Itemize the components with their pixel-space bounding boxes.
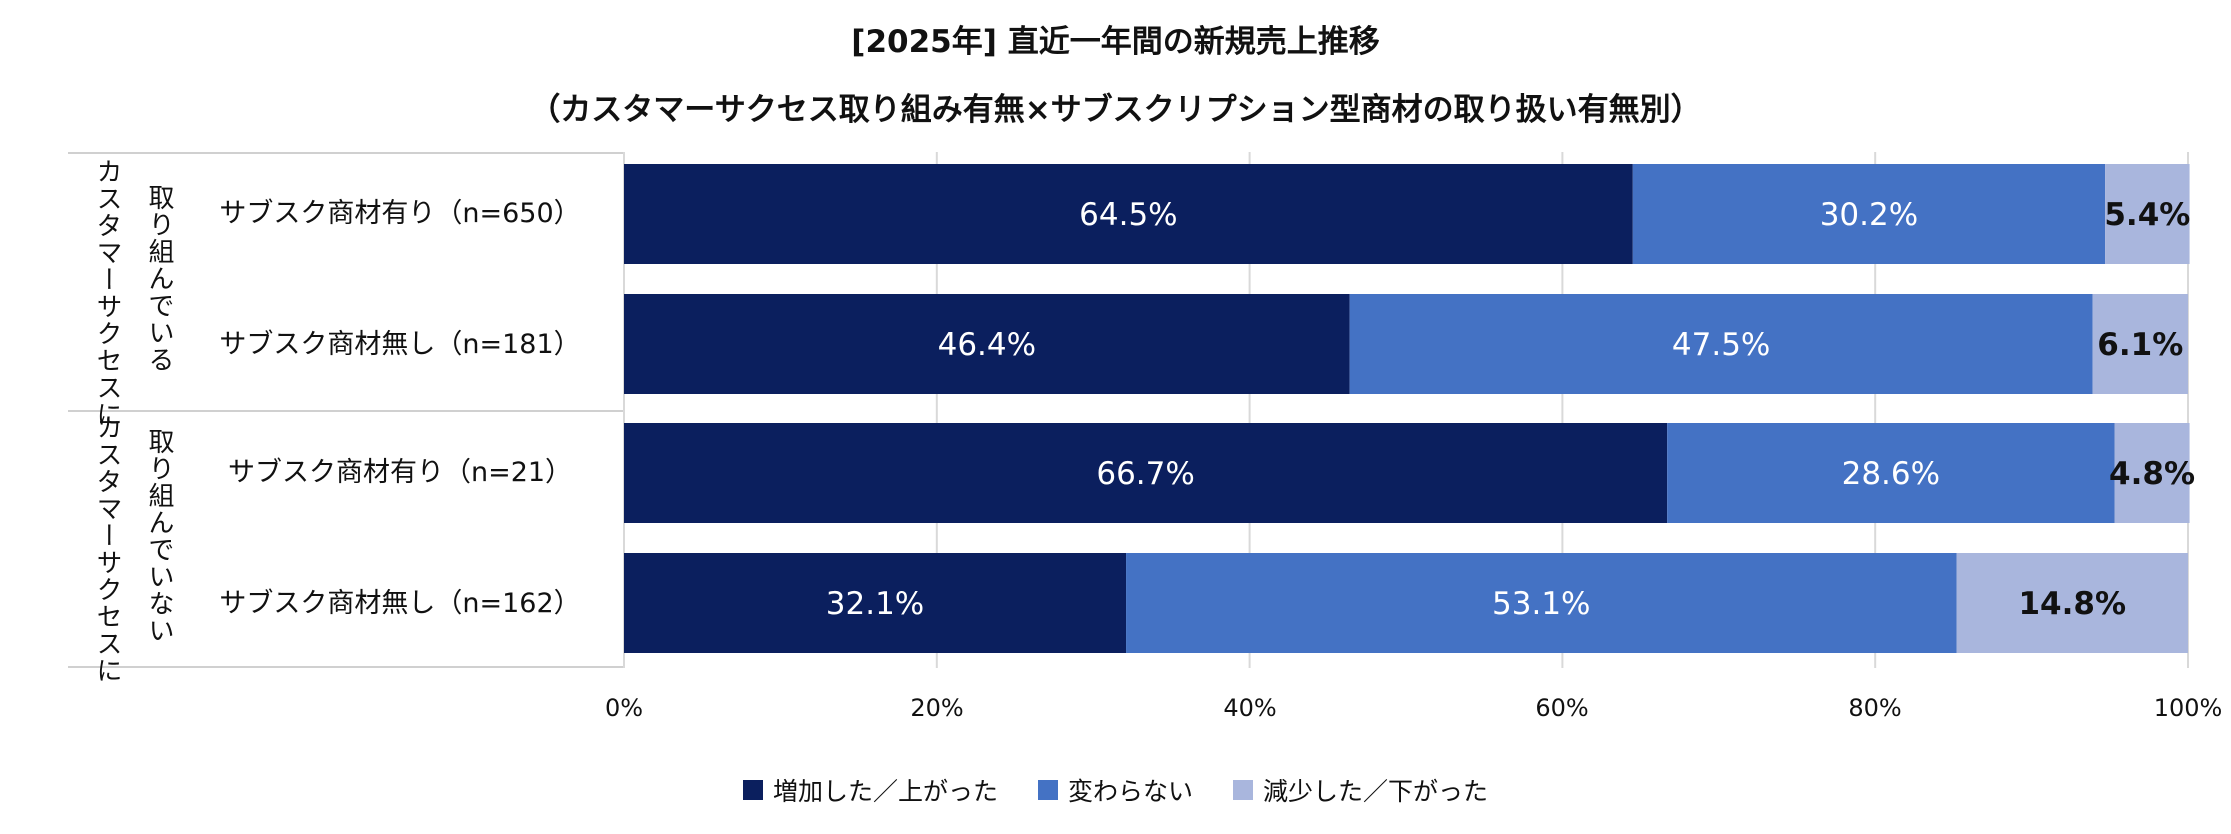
frame-top (68, 152, 624, 154)
data-label-increase: 46.4% (938, 327, 1036, 363)
x-tick-100: 100% (2153, 694, 2223, 722)
legend-label-same: 変わらない (1067, 777, 1193, 806)
x-tick-60: 60% (1535, 694, 1589, 722)
row-label-3: サブスク商材有り（n=21） (227, 457, 573, 488)
bar-increase (624, 553, 1127, 653)
bar-increase (624, 294, 1350, 394)
row-label-2: サブスク商材無し（n=181） (219, 329, 581, 360)
data-label-decrease: 5.4% (2104, 197, 2190, 233)
bar-decrease (1956, 553, 2188, 653)
data-label-same: 28.6% (1842, 456, 1940, 492)
legend: 増加した／上がった 変わらない 減少した／下がった (0, 772, 2231, 808)
data-label-increase: 32.1% (826, 586, 924, 622)
frame-bottom (68, 666, 624, 668)
group-label-1-line2: 取り組んでいる (144, 184, 174, 373)
data-label-same: 30.2% (1820, 197, 1918, 233)
bar-same (1632, 164, 2106, 264)
row-label-4: サブスク商材無し（n=162） (219, 588, 581, 619)
data-label-increase: 66.7% (1096, 456, 1194, 492)
group-label-2-line2: 取り組んでいない (144, 428, 174, 644)
frame-middle (68, 410, 624, 412)
data-label-decrease: 4.8% (2109, 456, 2195, 492)
x-tick-40: 40% (1223, 694, 1277, 722)
legend-swatch-decrease (1233, 780, 1253, 800)
x-tick-80: 80% (1848, 694, 1902, 722)
data-label-decrease: 6.1% (2097, 327, 2183, 363)
legend-label-decrease: 減少した／下がった (1263, 777, 1489, 806)
bar-decrease (2114, 423, 2190, 523)
data-label-increase: 64.5% (1079, 197, 1177, 233)
bar-decrease (2092, 294, 2188, 394)
legend-item-increase: 増加した／上がった (742, 772, 998, 808)
group-label-2-line1: カスタマーサクセスに (92, 414, 122, 684)
chart-title: [2025年] 直近一年間の新規売上推移 (851, 24, 1380, 60)
bar-same (1667, 423, 2115, 523)
bar-decrease (2105, 164, 2190, 264)
group-label-1-line1: カスタマーサクセスに (92, 158, 122, 428)
x-tick-0: 0% (604, 694, 644, 722)
legend-swatch-same (1037, 780, 1058, 800)
bar-same (1126, 553, 1957, 653)
legend-swatch-increase (742, 780, 763, 800)
data-label-same: 47.5% (1672, 327, 1770, 363)
data-label-same: 53.1% (1492, 586, 1590, 622)
legend-item-same: 変わらない (1037, 772, 1193, 808)
bar-same (1349, 294, 2093, 394)
data-label-decrease: 14.8% (2018, 586, 2126, 622)
bar-increase (624, 423, 1668, 523)
x-tick-20: 20% (910, 694, 964, 722)
legend-item-decrease: 減少した／下がった (1233, 772, 1488, 808)
row-label-1: サブスク商材有り（n=650） (219, 198, 581, 229)
bar-increase (624, 164, 1633, 264)
legend-label-increase: 増加した／上がった (772, 777, 998, 806)
chart-subtitle: （カスタマーサクセス取り組み有無×サブスクリプション型商材の取り扱い有無別） (529, 92, 1702, 128)
